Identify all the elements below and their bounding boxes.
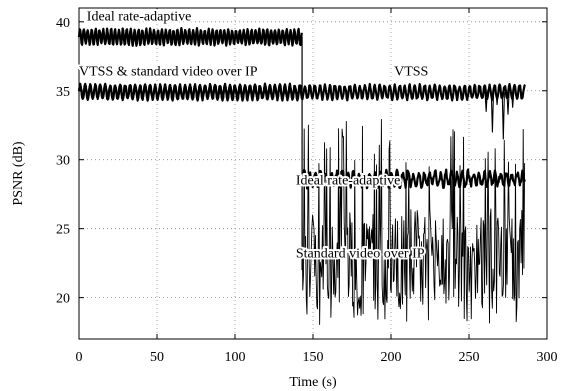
annotations: Ideal rate-adaptive VTSS & standard video… [77, 7, 430, 263]
annotation-label: Ideal rate-adaptive [87, 9, 192, 24]
x-tick-label: 100 [225, 350, 246, 365]
vtss-dip [511, 92, 515, 108]
vtss-dip [506, 92, 510, 115]
y-tick-label: 30 [56, 154, 70, 169]
vtss-dip [495, 92, 499, 106]
y-tick-label: 35 [56, 85, 70, 100]
x-axis-title: Time (s) [289, 375, 337, 390]
ideal-rate-adaptive-line [77, 27, 303, 47]
x-tick-label: 0 [76, 350, 83, 365]
y-tick-label: 25 [56, 223, 70, 238]
x-tick-label: 200 [381, 350, 402, 365]
annotation-label: VTSS & standard video over IP [79, 65, 258, 80]
y-tick-label: 40 [56, 16, 70, 31]
axis-ticks [78, 8, 548, 339]
x-tick-label: 150 [303, 350, 324, 365]
annotation-label: Standard video over IP [296, 247, 425, 262]
standard-video-over-ip-line [301, 118, 526, 325]
y-tick-label: 20 [56, 292, 70, 307]
vtss-dip [490, 92, 495, 133]
x-tick-label: 300 [537, 350, 558, 365]
vtss-dip [501, 92, 505, 140]
y-axis-title: PSNR (dB) [11, 141, 26, 206]
annotation-label: VTSS [394, 65, 428, 80]
plot-series [77, 27, 526, 325]
x-tick-label: 250 [459, 350, 480, 365]
tick-labels: 0 50 100 150 200 250 300 20 25 30 35 40 [56, 16, 558, 365]
annotation-label: Ideal rate-adaptive [296, 174, 401, 189]
x-tick-label: 50 [150, 350, 164, 365]
vtss-dip [484, 92, 488, 112]
